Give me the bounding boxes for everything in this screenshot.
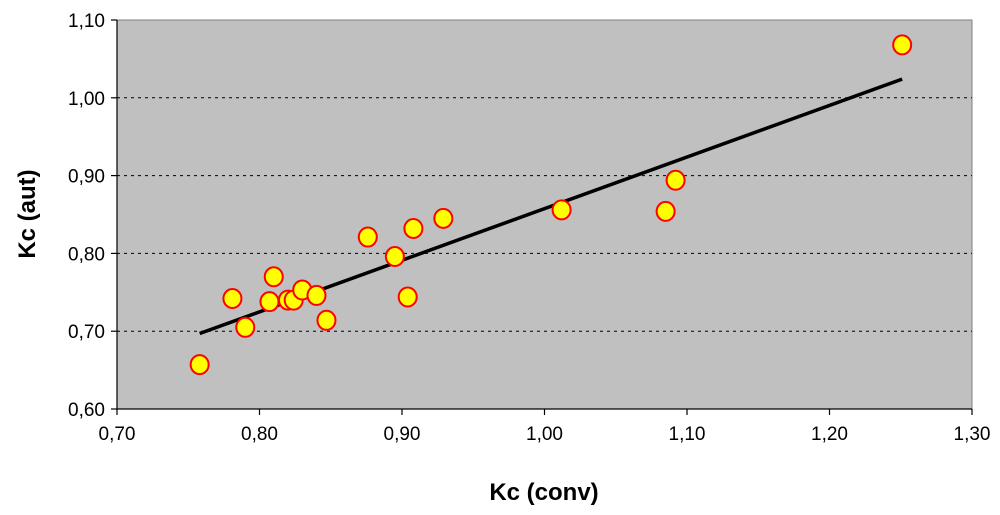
y-tick-label: 0,90 [68, 167, 105, 188]
x-tick-label: 0,80 [241, 424, 278, 445]
gridlines [117, 97, 972, 332]
y-tick-label: 1,10 [68, 11, 105, 32]
data-point [357, 226, 378, 248]
x-tick-label: 1,20 [811, 424, 848, 445]
y-axis-title: Kc (aut) [14, 169, 41, 258]
data-point [263, 266, 284, 288]
y-tick-label: 0,70 [68, 322, 105, 343]
y-tick-label: 0,60 [68, 400, 105, 421]
data-point [189, 354, 210, 376]
x-tick-label: 1,00 [526, 424, 563, 445]
x-axis-title: Kc (conv) [489, 479, 598, 506]
x-tick-labels: 0,70 0,80 0,90 1,00 1,10 1,20 1,30 [99, 424, 991, 445]
data-point [316, 309, 337, 331]
plot-area [116, 19, 973, 410]
data-point [433, 207, 454, 229]
axes [111, 19, 973, 415]
data-point [306, 284, 327, 306]
data-point [259, 291, 280, 313]
x-tick-label: 0,70 [99, 424, 136, 445]
y-tick-label: 1,00 [68, 89, 105, 110]
data-point [235, 316, 256, 338]
x-tick-label: 1,30 [954, 424, 991, 445]
x-tick-label: 1,10 [669, 424, 706, 445]
data-point [892, 34, 913, 56]
data-point [403, 218, 424, 240]
data-point [397, 286, 418, 308]
data-point [655, 200, 676, 222]
data-points [189, 34, 913, 376]
data-point [551, 199, 572, 221]
y-tick-label: 0,80 [68, 244, 105, 265]
data-point [665, 169, 686, 191]
data-point [384, 246, 405, 268]
data-point [222, 288, 243, 310]
y-tick-labels: 0,60 0,70 0,80 0,90 1,00 1,10 [68, 11, 105, 421]
x-tick-label: 0,90 [384, 424, 421, 445]
